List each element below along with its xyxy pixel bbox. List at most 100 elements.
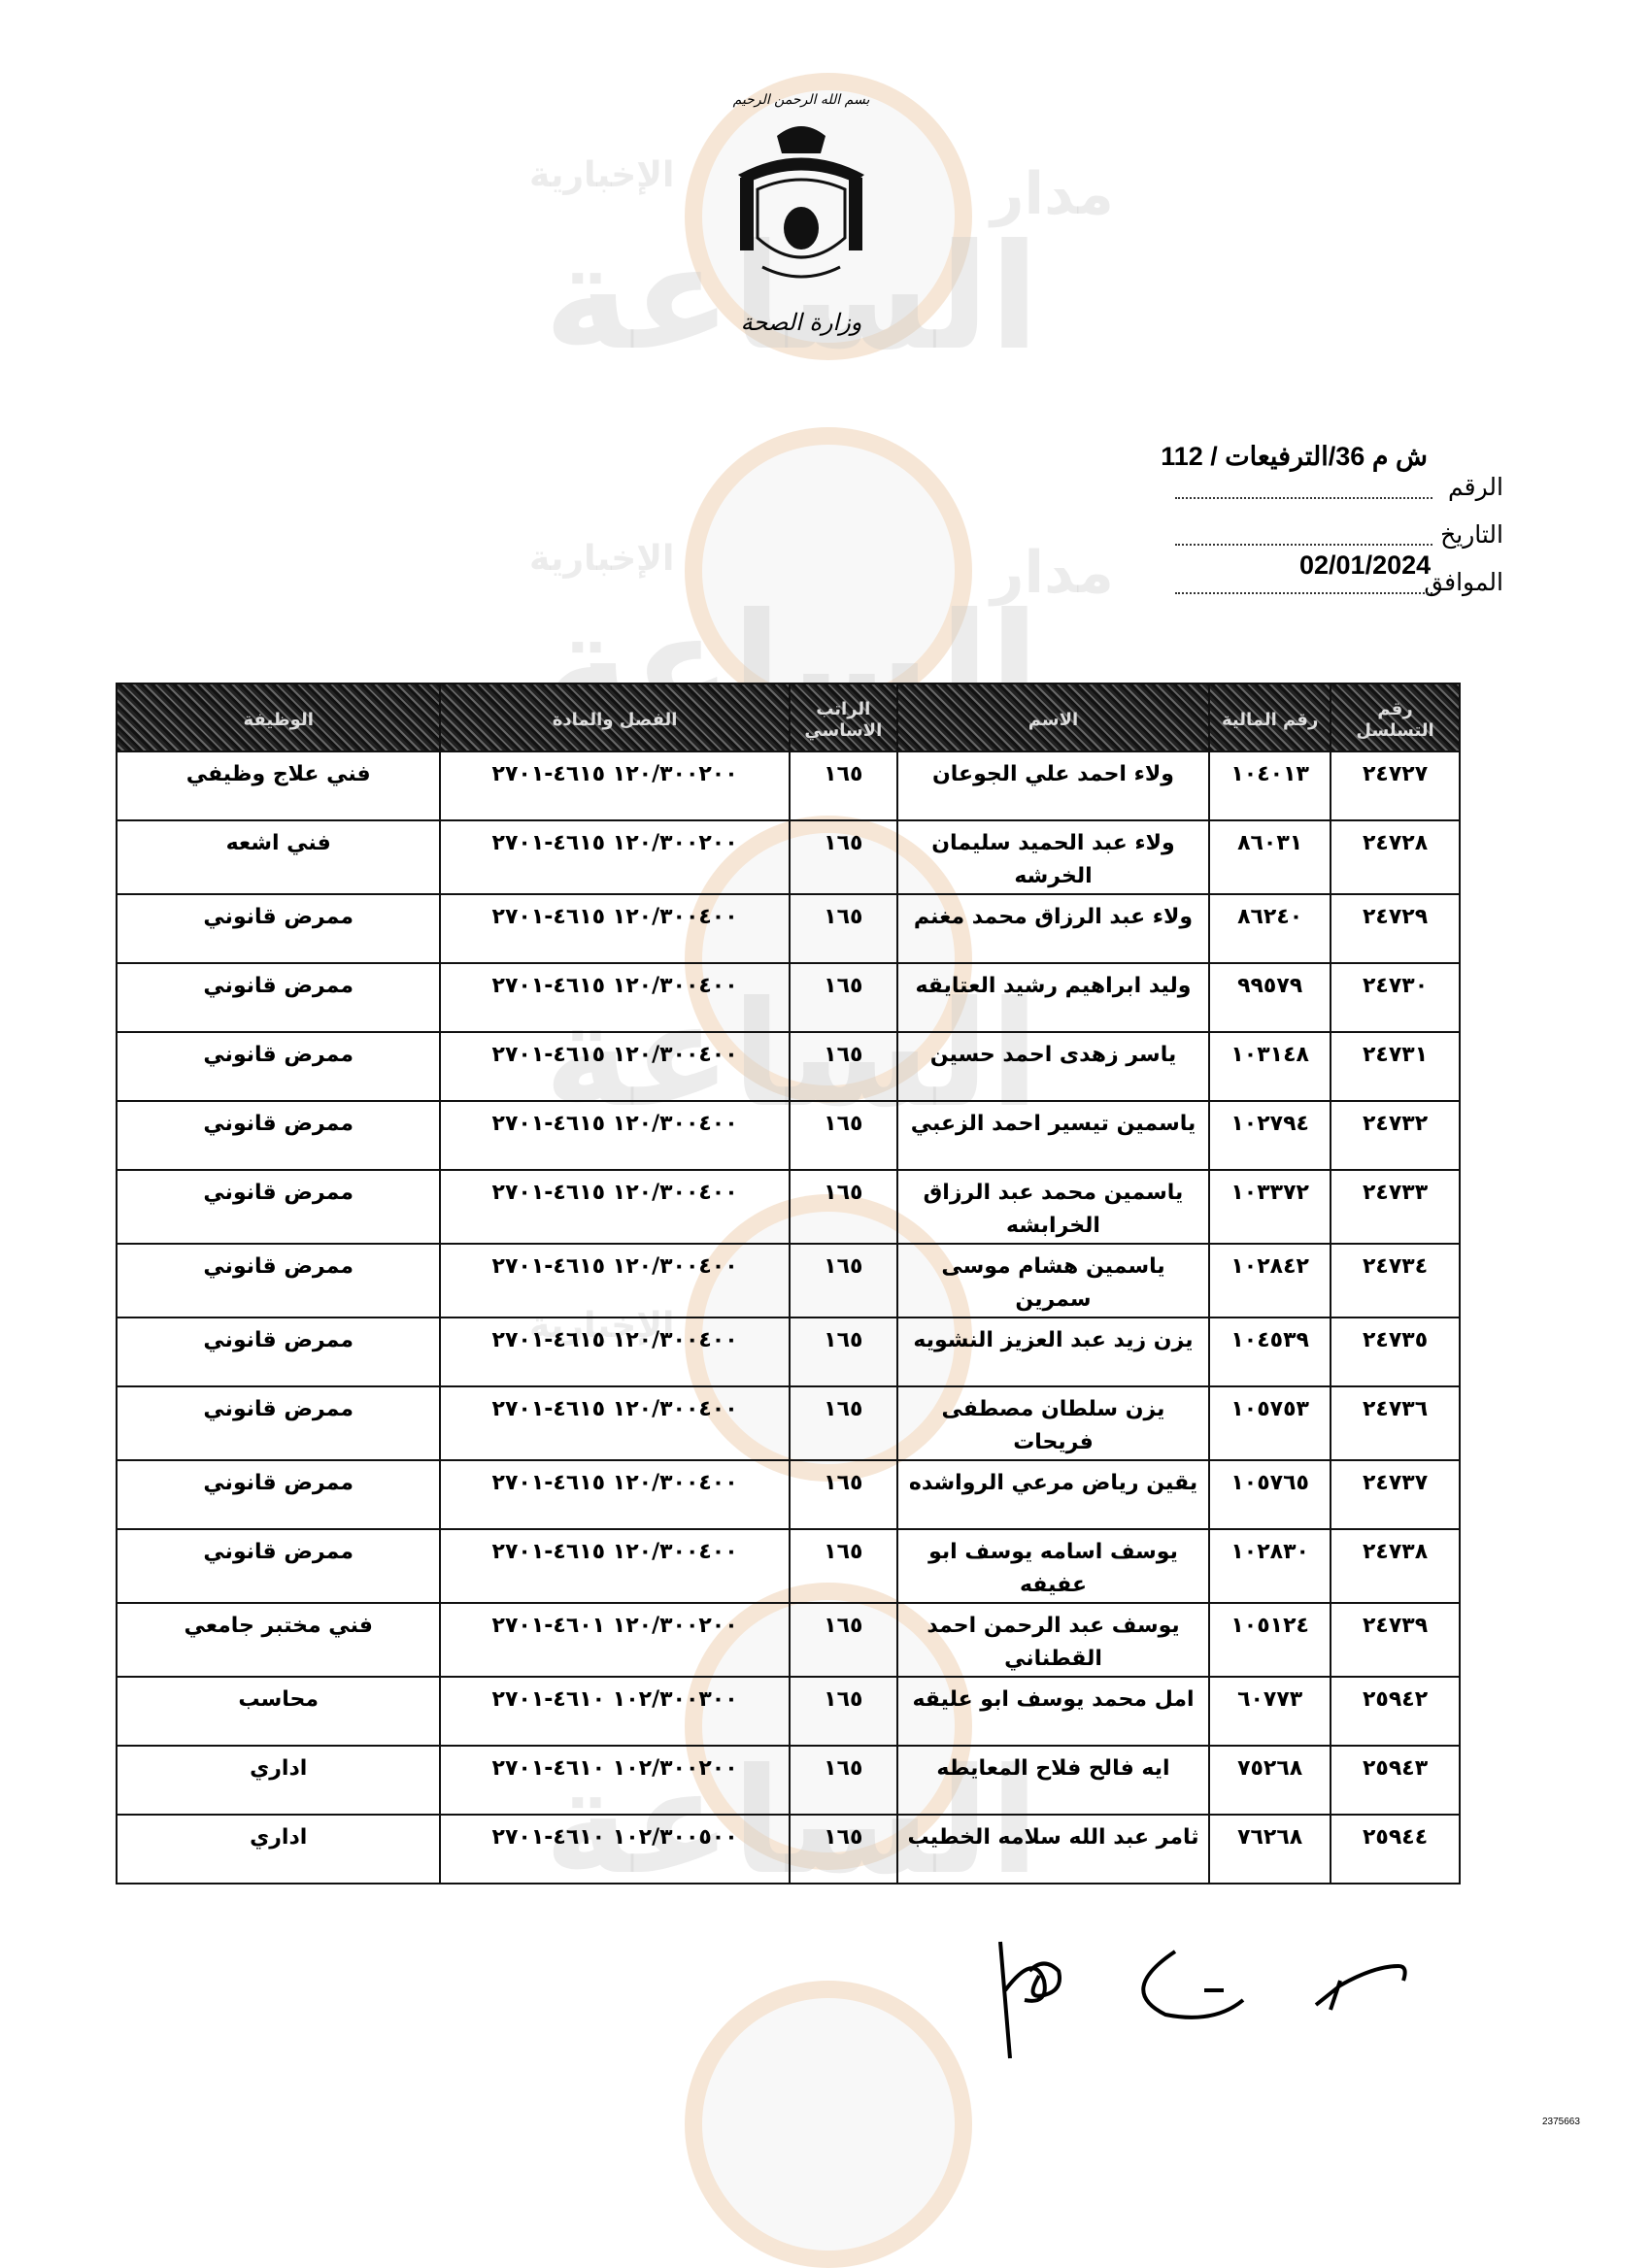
reference-number-label: الرقم xyxy=(1448,474,1503,501)
budget-code-cell: ١٢٠/٣٠٠٤٠٠ ٤٦١٥-٢٧٠١ xyxy=(439,1169,791,1245)
serial-cell: ٢٥٩٤٢ xyxy=(1330,1676,1461,1747)
budget-code-cell: ١٢٠/٣٠٠٤٠٠ ٤٦١٥-٢٧٠١ xyxy=(439,1243,791,1318)
name-cell: ياسر زهدى احمد حسين xyxy=(895,1031,1211,1102)
financial-number-cell: ١٠٣٣٧٢ xyxy=(1208,1169,1332,1245)
budget-code-cell: ١٢٠/٣٠٠٢٠٠ ٤٦١٥-٢٧٠١ xyxy=(439,819,791,895)
ministry-name: وزارة الصحة xyxy=(741,309,862,336)
serial-cell: ٢٤٧٢٧ xyxy=(1330,750,1461,821)
budget-code-cell: ١٠٢/٣٠٠٥٠٠ ٤٦١٠-٢٧٠١ xyxy=(439,1814,791,1884)
svg-text:بسم الله الرحمن الرحيم: بسم الله الرحمن الرحيم xyxy=(733,92,870,108)
salary-cell: ١٦٥ xyxy=(788,1243,898,1318)
table-row: ٢٤٧٢٨ ٨٦٠٣١ ولاء عبد الحميد سليمان الخرشه ١… xyxy=(115,819,1461,895)
serial-cell: ٢٤٧٣٦ xyxy=(1330,1385,1461,1461)
budget-code-cell: ١٢٠/٣٠٠٤٠٠ ٤٦١٥-٢٧٠١ xyxy=(439,962,791,1033)
serial-cell: ٢٤٧٢٨ xyxy=(1330,819,1461,895)
reference-number: ش م 36/الترفيعات / 112 xyxy=(1161,442,1428,471)
header-budget-chapter: الفصل والمادة xyxy=(439,683,791,752)
serial-cell: ٢٥٩٤٣ xyxy=(1330,1745,1461,1816)
job-title-cell: ممرض قانوني xyxy=(115,1528,442,1604)
header-job-title: الوظيفة xyxy=(115,683,442,752)
name-cell: ولاء احمد علي الجوعان xyxy=(895,750,1211,821)
budget-code-cell: ١٢٠/٣٠٠٢٠٠ ٤٦٠١-٢٧٠١ xyxy=(439,1602,791,1678)
corresponding-date-label: الموافق xyxy=(1424,569,1503,596)
budget-code-cell: ١٢٠/٣٠٠٤٠٠ ٤٦١٥-٢٧٠١ xyxy=(439,1317,791,1387)
table-row: ٢٤٧٣١ ١٠٣١٤٨ ياسر زهدى احمد حسين ١٦٥ ١٢٠/٣٠٠… xyxy=(115,1031,1461,1102)
document-id: 2375663 xyxy=(1542,2117,1580,2127)
budget-code-cell: ١٢٠/٣٠٠٢٠٠ ٤٦١٥-٢٧٠١ xyxy=(439,750,791,821)
salary-cell: ١٦٥ xyxy=(788,1385,898,1461)
job-title-cell: فني مختبر جامعي xyxy=(115,1602,442,1678)
financial-number-cell: ١٠٥٧٥٣ xyxy=(1208,1385,1332,1461)
job-title-cell: ممرض قانوني xyxy=(115,1243,442,1318)
job-title-cell: ممرض قانوني xyxy=(115,1385,442,1461)
financial-number-cell: ٧٦٢٦٨ xyxy=(1208,1814,1332,1884)
job-title-cell: محاسب xyxy=(115,1676,442,1747)
financial-number-cell: ١٠٢٧٩٤ xyxy=(1208,1100,1332,1171)
serial-cell: ٢٤٧٣٨ xyxy=(1330,1528,1461,1604)
budget-code-cell: ١٢٠/٣٠٠٤٠٠ ٤٦١٥-٢٧٠١ xyxy=(439,1459,791,1530)
financial-number-cell: ١٠٣١٤٨ xyxy=(1208,1031,1332,1102)
job-title-cell: ممرض قانوني xyxy=(115,893,442,964)
salary-cell: ١٦٥ xyxy=(788,1814,898,1884)
serial-cell: ٢٥٩٤٤ xyxy=(1330,1814,1461,1884)
budget-code-cell: ١٢٠/٣٠٠٤٠٠ ٤٦١٥-٢٧٠١ xyxy=(439,1031,791,1102)
budget-code-cell: ١٢٠/٣٠٠٤٠٠ ٤٦١٥-٢٧٠١ xyxy=(439,1100,791,1171)
financial-number-cell: ٧٥٢٦٨ xyxy=(1208,1745,1332,1816)
financial-number-cell: ٩٩٥٧٩ xyxy=(1208,962,1332,1033)
financial-number-cell: ١٠٢٨٤٢ xyxy=(1208,1243,1332,1318)
job-title-cell: ممرض قانوني xyxy=(115,1169,442,1245)
table-row: ٢٤٧٣٢ ١٠٢٧٩٤ ياسمين تيسير احمد الزعبي ١٦٥ ١٢… xyxy=(115,1100,1461,1171)
job-title-cell: ممرض قانوني xyxy=(115,962,442,1033)
salary-cell: ١٦٥ xyxy=(788,1528,898,1604)
table-header-row: رقم التسلسل رقم المالية الاسم الراتب الا… xyxy=(115,683,1461,752)
table-row: ٢٤٧٢٧ ١٠٤٠١٣ ولاء احمد علي الجوعان ١٦٥ ١٢٠/٣… xyxy=(115,750,1461,821)
name-cell: ياسمين هشام موسى سمرين xyxy=(895,1243,1211,1318)
reference-number-line xyxy=(1175,497,1432,499)
header-name: الاسم xyxy=(895,683,1211,752)
salary-cell: ١٦٥ xyxy=(788,1745,898,1816)
financial-number-cell: ٨٦٠٣١ xyxy=(1208,819,1332,895)
financial-number-cell: ١٠٥١٢٤ xyxy=(1208,1602,1332,1678)
name-cell: وليد ابراهيم رشيد العتايقه xyxy=(895,962,1211,1033)
salary-cell: ١٦٥ xyxy=(788,1317,898,1387)
job-title-cell: اداري xyxy=(115,1745,442,1816)
name-cell: ولاء عبد الرزاق محمد مغنم xyxy=(895,893,1211,964)
name-cell: يقين رياض مرعي الرواشده xyxy=(895,1459,1211,1530)
name-cell: ثامر عبد الله سلامه الخطيب xyxy=(895,1814,1211,1884)
financial-number-cell: ٨٦٢٤٠ xyxy=(1208,893,1332,964)
serial-cell: ٢٤٧٣٤ xyxy=(1330,1243,1461,1318)
table-row: ٢٤٧٣٦ ١٠٥٧٥٣ يزن سلطان مصطفى فريحات ١٦٥ ١٢٠/… xyxy=(115,1385,1461,1461)
name-cell: ايه فالح فلاح المعايطه xyxy=(895,1745,1211,1816)
budget-code-cell: ١٢٠/٣٠٠٤٠٠ ٤٦١٥-٢٧٠١ xyxy=(439,1385,791,1461)
salary-cell: ١٦٥ xyxy=(788,893,898,964)
job-title-cell: ممرض قانوني xyxy=(115,1100,442,1171)
financial-number-cell: ١٠٤٥٣٩ xyxy=(1208,1317,1332,1387)
promotions-table: رقم التسلسل رقم المالية الاسم الراتب الا… xyxy=(115,683,1461,1884)
header-financial-number: رقم المالية xyxy=(1208,683,1332,752)
corresponding-date-line xyxy=(1175,592,1432,594)
name-cell: يوسف عبد الرحمن احمد القطناني xyxy=(895,1602,1211,1678)
header-serial: رقم التسلسل xyxy=(1330,683,1461,752)
name-cell: ياسمين محمد عبد الرزاق الخرابشه xyxy=(895,1169,1211,1245)
budget-code-cell: ١٢٠/٣٠٠٤٠٠ ٤٦١٥-٢٧٠١ xyxy=(439,893,791,964)
job-title-cell: فني علاج وظيفي xyxy=(115,750,442,821)
salary-cell: ١٦٥ xyxy=(788,750,898,821)
table-row: ٢٥٩٤٤ ٧٦٢٦٨ ثامر عبد الله سلامه الخطيب ١٦٥ ١… xyxy=(115,1814,1461,1884)
document-date: 02/01/2024 xyxy=(1299,550,1432,580)
table-row: ٢٤٧٣٥ ١٠٤٥٣٩ يزن زيد عبد العزيز النشويه ١٦٥… xyxy=(115,1317,1461,1387)
table-row: ٢٤٧٣٩ ١٠٥١٢٤ يوسف عبد الرحمن احمد القطناني… xyxy=(115,1602,1461,1678)
job-title-cell: اداري xyxy=(115,1814,442,1884)
name-cell: ولاء عبد الحميد سليمان الخرشه xyxy=(895,819,1211,895)
salary-cell: ١٦٥ xyxy=(788,1676,898,1747)
date-label: التاريخ xyxy=(1440,521,1503,549)
salary-cell: ١٦٥ xyxy=(788,1169,898,1245)
budget-code-cell: ١٢٠/٣٠٠٤٠٠ ٤٦١٥-٢٧٠١ xyxy=(439,1528,791,1604)
signatures xyxy=(998,1941,1407,2059)
serial-cell: ٢٤٧٣٢ xyxy=(1330,1100,1461,1171)
salary-cell: ١٦٥ xyxy=(788,962,898,1033)
date-line xyxy=(1175,544,1432,546)
serial-cell: ٢٤٧٣٩ xyxy=(1330,1602,1461,1678)
header-basic-salary: الراتب الاساسي xyxy=(788,683,898,752)
table-row: ٢٥٩٤٢ ٦٠٧٧٣ امل محمد يوسف ابو عليقه ١٦٥ ١٠٢/… xyxy=(115,1676,1461,1747)
job-title-cell: ممرض قانوني xyxy=(115,1317,442,1387)
